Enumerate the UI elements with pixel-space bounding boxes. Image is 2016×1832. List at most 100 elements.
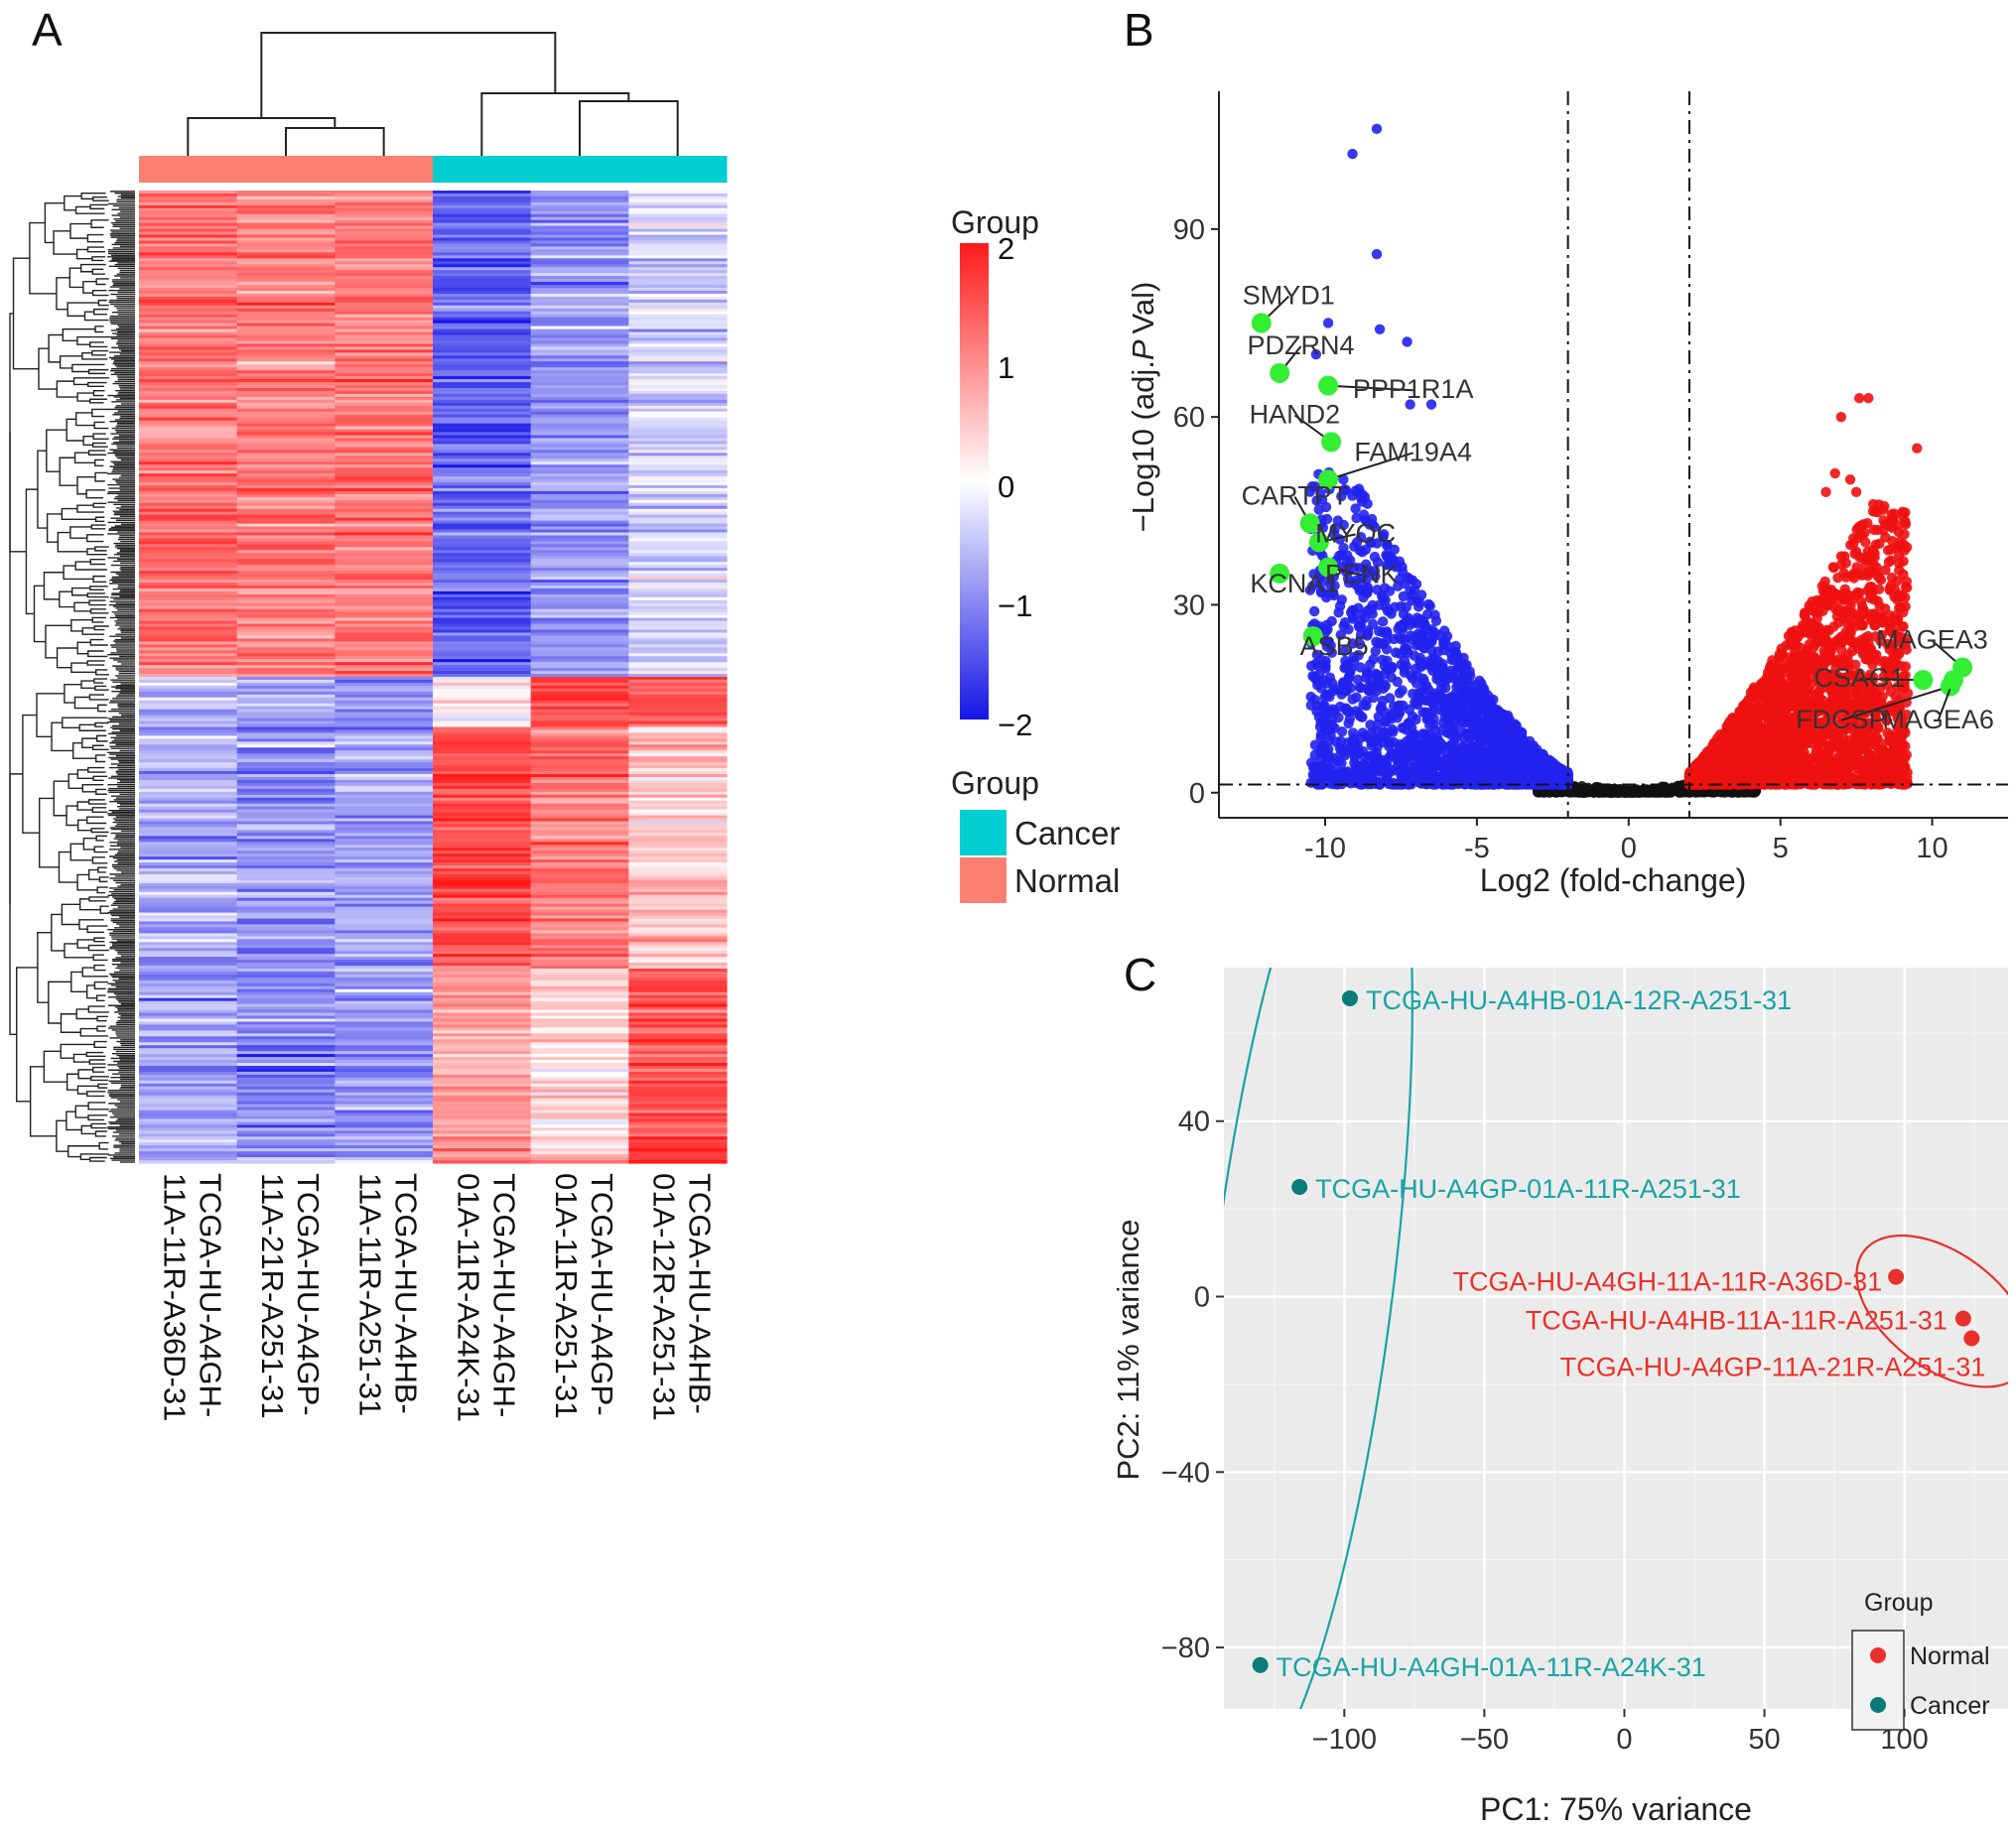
heat-cell bbox=[433, 1039, 532, 1043]
heat-cell bbox=[139, 839, 238, 843]
color-scale-tick: −1 bbox=[998, 589, 1032, 623]
heat-cell bbox=[628, 656, 728, 660]
heat-cell bbox=[236, 930, 336, 934]
heat-cell bbox=[236, 608, 336, 613]
heat-cell bbox=[433, 623, 532, 628]
heat-cell bbox=[335, 246, 434, 250]
heat-cell bbox=[139, 1036, 238, 1040]
heat-cell bbox=[530, 620, 629, 625]
heat-cell bbox=[530, 723, 629, 728]
heat-cell bbox=[335, 482, 434, 486]
heat-cell bbox=[335, 732, 434, 736]
heat-cell bbox=[530, 1048, 629, 1052]
heat-cell bbox=[433, 608, 532, 613]
heat-cell bbox=[530, 293, 629, 298]
heat-cell bbox=[628, 1145, 728, 1149]
heat-cell bbox=[530, 261, 629, 265]
heat-cell bbox=[530, 1145, 629, 1149]
heat-cell bbox=[530, 726, 629, 731]
heat-cell bbox=[335, 977, 434, 981]
heat-cell bbox=[433, 599, 532, 604]
heat-cell bbox=[236, 1080, 336, 1085]
group-cell-normal bbox=[236, 156, 336, 183]
heat-cell bbox=[236, 774, 336, 778]
heat-cell bbox=[335, 839, 434, 843]
heat-cell bbox=[530, 848, 629, 851]
dendrogram-link bbox=[58, 851, 78, 883]
column-dendrogram bbox=[187, 32, 679, 156]
heat-cell bbox=[335, 447, 434, 451]
heat-cell bbox=[433, 243, 532, 248]
heat-cell bbox=[628, 1107, 728, 1112]
heat-cell bbox=[433, 314, 532, 319]
heat-cell bbox=[433, 447, 532, 451]
heat-cell bbox=[139, 715, 238, 720]
heat-cell bbox=[433, 1006, 532, 1011]
dendrogram-link bbox=[91, 256, 106, 262]
heat-cell bbox=[628, 806, 728, 811]
heat-cell bbox=[628, 364, 728, 368]
heat-cell bbox=[335, 851, 434, 854]
heat-cell bbox=[530, 782, 629, 787]
volcano-point-ns bbox=[1665, 785, 1677, 796]
dendrogram-link bbox=[76, 504, 104, 513]
heat-cell bbox=[628, 712, 728, 717]
heat-cell bbox=[530, 228, 629, 233]
dendrogram-link bbox=[81, 783, 104, 793]
heat-cell bbox=[139, 240, 238, 245]
heat-cell bbox=[335, 741, 434, 745]
heat-cell bbox=[335, 662, 434, 666]
heat-cell bbox=[628, 308, 728, 313]
heat-cell bbox=[139, 523, 238, 528]
heat-cell bbox=[236, 544, 336, 548]
color-scale-ticks: 210−1−2 bbox=[998, 231, 1032, 742]
dendrogram-link bbox=[69, 843, 93, 861]
heat-cell bbox=[433, 352, 532, 356]
heat-cell bbox=[628, 653, 728, 657]
heat-cell bbox=[335, 1015, 434, 1020]
dendrogram-link bbox=[89, 398, 107, 404]
dendrogram-link bbox=[87, 1114, 108, 1121]
dendrogram-link bbox=[64, 683, 82, 704]
heat-cell bbox=[335, 868, 434, 872]
heat-cell bbox=[335, 1033, 434, 1037]
heat-cell bbox=[139, 201, 238, 206]
heat-cell bbox=[433, 1115, 532, 1120]
heat-cell bbox=[236, 417, 336, 422]
heat-cell bbox=[335, 328, 434, 333]
heat-cell bbox=[335, 444, 434, 448]
heat-cell bbox=[433, 517, 532, 522]
dendrogram-link bbox=[95, 994, 106, 1001]
legend-title: Group bbox=[951, 765, 1039, 801]
heat-cell bbox=[236, 405, 336, 410]
heat-cell bbox=[139, 470, 238, 474]
heat-cell bbox=[628, 252, 728, 256]
heat-cell bbox=[236, 261, 336, 265]
heat-cell bbox=[433, 364, 532, 368]
heat-cell bbox=[236, 456, 336, 459]
heat-cell bbox=[236, 364, 336, 368]
heat-cell bbox=[335, 461, 434, 465]
heat-cell bbox=[433, 379, 532, 383]
heat-cell bbox=[139, 285, 238, 289]
heat-cell bbox=[335, 735, 434, 739]
heat-cell bbox=[628, 1033, 728, 1037]
dendrogram-link bbox=[66, 1111, 82, 1131]
heat-cell bbox=[433, 715, 532, 720]
heat-cell bbox=[628, 1012, 728, 1017]
heat-cell bbox=[433, 747, 532, 751]
heat-cell bbox=[335, 196, 434, 200]
heat-cell bbox=[433, 712, 532, 717]
dendrogram-link bbox=[95, 835, 108, 842]
heat-cell bbox=[139, 691, 238, 696]
heat-cell bbox=[433, 499, 532, 504]
heat-cell bbox=[335, 797, 434, 802]
heat-cell bbox=[139, 827, 238, 832]
heat-cell bbox=[628, 876, 728, 881]
heat-cell bbox=[433, 276, 532, 280]
heat-cell bbox=[236, 1045, 336, 1049]
heat-cell bbox=[139, 487, 238, 492]
heat-cell bbox=[433, 596, 532, 601]
heat-cell bbox=[236, 484, 336, 489]
heat-cell bbox=[433, 617, 532, 622]
